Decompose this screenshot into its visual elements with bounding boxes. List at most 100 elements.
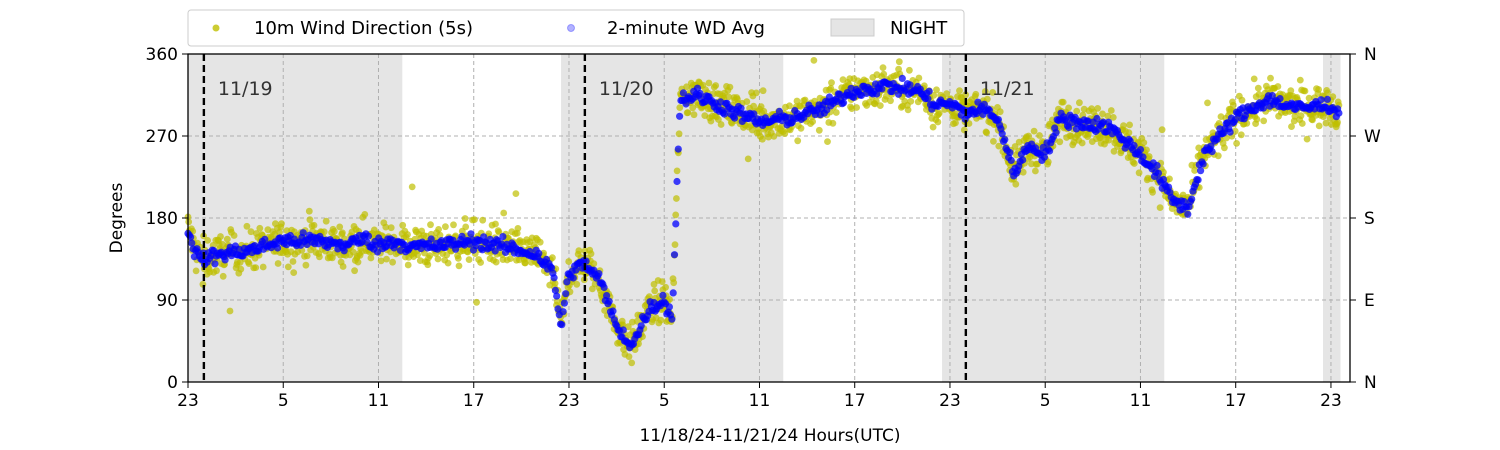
wind-5s-point [670,279,678,287]
wind-5s-point [915,74,923,82]
x-tick-label: 23 [177,391,199,411]
wd-avg-point [603,292,611,300]
wind-5s-point [1204,99,1211,107]
wind-5s-point [895,58,903,66]
wind-5s-point [972,90,980,98]
wind-5s-point [389,258,396,266]
wind-5s-point [725,93,732,101]
wd-avg-point [299,229,307,237]
wind-5s-point [1078,139,1086,147]
wind-5s-point [471,216,478,224]
wind-5s-point [573,280,581,288]
wind-5s-point [872,97,880,105]
wd-avg-point [1154,169,1162,177]
wd-avg-point [679,89,688,97]
wd-avg-point [1065,123,1073,132]
wd-avg-point [1007,156,1015,164]
wind-5s-point [1094,105,1102,112]
wind-5s-point [1149,188,1156,196]
wind-5s-point [399,221,407,229]
wind-5s-point [276,228,283,236]
wind-5s-point [252,264,260,271]
wd-avg-point [550,274,558,282]
day-marker-label: 11/19 [218,78,273,100]
wind-5s-point [619,321,627,329]
wind-5s-point [454,255,462,262]
wd-avg-point [985,106,994,114]
wd-avg-point [696,89,704,98]
wd-avg-point [562,290,570,298]
wind-5s-point [752,89,760,97]
wd-avg-point [558,321,566,329]
wind-5s-point [832,109,840,116]
wd-avg-point [668,315,676,323]
wind-5s-point [1036,132,1043,139]
wind-5s-point [1019,168,1027,176]
wind-5s-point [794,137,802,145]
x-tick-label: 17 [1225,391,1247,411]
wind-5s-point [1298,120,1306,127]
wd-avg-point [1188,195,1196,203]
wd-avg-point [553,292,561,300]
x-tick-label: 11 [368,391,390,411]
wd-avg-point [1019,156,1027,164]
wd-avg-point [1046,147,1054,155]
wind-5s-point [185,218,193,226]
wd-avg-point [582,257,590,265]
wd-avg-point [187,233,195,241]
wind-5s-point [1073,107,1081,115]
wind-5s-point [461,215,469,222]
wind-5s-point [1315,122,1323,130]
wind-5s-point [305,207,313,215]
wind-5s-point [750,102,757,110]
wind-5s-point [1296,76,1304,84]
wind-5s-point [1214,152,1222,160]
wind-5s-point [339,229,346,237]
wind-5s-point [1107,107,1115,114]
wind-5s-point [217,233,224,240]
wind-5s-point [1334,118,1341,126]
wind-5s-point [349,248,357,256]
wd-avg-point [340,247,348,255]
wd-avg-point [906,81,914,89]
wind-5s-point [1237,131,1245,139]
wind-5s-point [551,280,559,287]
wd-avg-point [1099,118,1107,126]
wind-5s-point [450,221,457,229]
wind-5s-point [361,211,369,218]
wind-5s-point [935,109,943,117]
wind-5s-point [801,96,809,104]
wind-5s-point [853,104,860,111]
wd-avg-point [1153,161,1161,170]
wind-5s-point [929,123,937,131]
wd-avg-point [609,307,617,315]
wind-5s-point [1191,167,1198,174]
y-tick-label: 270 [146,127,178,147]
day-marker-layer: 11/19 11/20 11/21 [202,54,1035,382]
wd-avg-point [1259,104,1267,112]
wd-avg-point [491,247,499,255]
wd-avg-point [1226,128,1234,136]
wind-5s-point [1104,112,1112,120]
right-tick-label: E [1364,291,1375,311]
wind-5s-point [1135,169,1143,177]
wind-5s-point [1065,104,1072,112]
wind-5s-point [427,221,434,229]
wind-5s-point [274,260,282,267]
wind-5s-point [320,228,328,236]
wd-avg-point [1130,141,1138,150]
wind-5s-point [934,118,942,126]
wd-avg-point [1006,149,1014,157]
wind-5s-point [1025,132,1032,140]
wind-5s-point [354,258,362,266]
wind-5s-point [404,261,412,269]
wd-avg-point [559,308,567,316]
wd-avg-point [569,274,577,282]
wd-avg-point [1199,160,1207,168]
wd-avg-point [994,116,1003,124]
wind-5s-point [213,267,220,275]
right-tick-label: N [1364,373,1377,393]
wd-avg-point [1197,167,1205,175]
wind-5s-point [633,317,641,325]
